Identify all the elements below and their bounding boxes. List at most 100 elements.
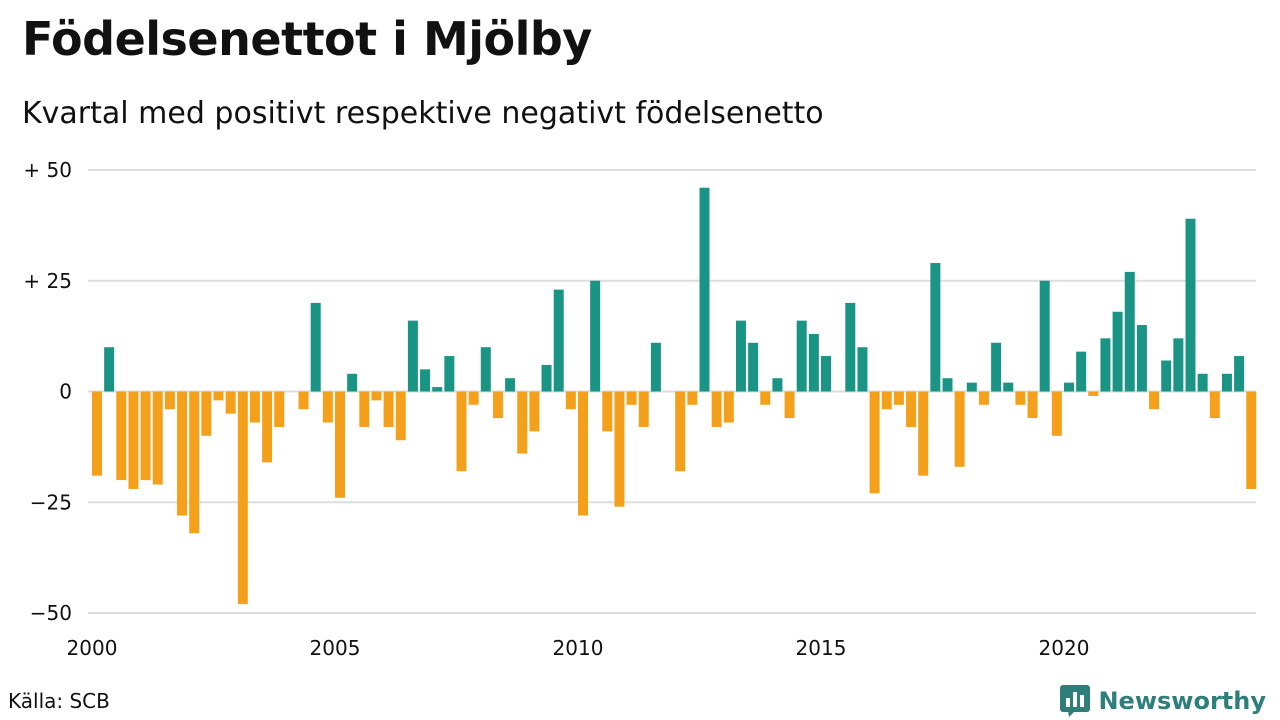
y-tick-label: + 50 xyxy=(23,158,72,182)
bar xyxy=(881,391,892,410)
bar xyxy=(942,378,953,392)
bar xyxy=(918,391,929,476)
bar xyxy=(310,302,321,392)
bar xyxy=(602,391,613,432)
bar xyxy=(553,289,564,392)
bar xyxy=(1209,391,1220,419)
bar xyxy=(760,391,771,405)
chart-subtitle: Kvartal med positivt respektive negativt… xyxy=(22,96,824,131)
bar xyxy=(1161,360,1172,392)
bar xyxy=(1149,391,1160,410)
bar xyxy=(456,391,467,472)
bar xyxy=(407,320,418,392)
y-tick-label: −25 xyxy=(30,490,72,514)
bar xyxy=(541,364,552,392)
bar xyxy=(1234,356,1245,392)
bar xyxy=(590,280,601,392)
bar xyxy=(359,391,370,427)
x-tick-label: 2010 xyxy=(553,636,604,660)
bar xyxy=(906,391,917,427)
bar xyxy=(772,378,783,392)
bar xyxy=(468,391,479,405)
bar xyxy=(978,391,989,405)
y-tick-label: 0 xyxy=(59,380,72,404)
bar xyxy=(164,391,175,410)
brand-name: Newsworthy xyxy=(1098,687,1266,715)
bar xyxy=(857,347,868,392)
bar xyxy=(638,391,649,427)
bar xyxy=(1076,351,1087,392)
bar xyxy=(1051,391,1062,436)
bar xyxy=(893,391,904,405)
bar xyxy=(650,342,661,392)
bar xyxy=(1039,280,1050,392)
bar xyxy=(845,302,856,392)
bar xyxy=(262,391,273,463)
x-tick-label: 2005 xyxy=(310,636,361,660)
bar xyxy=(991,342,1002,392)
bar xyxy=(966,382,977,392)
bar xyxy=(1100,338,1111,392)
bar xyxy=(128,391,139,489)
bar xyxy=(614,391,625,507)
bar xyxy=(723,391,734,423)
bar xyxy=(930,263,941,392)
bar xyxy=(1003,382,1014,392)
bar xyxy=(322,391,333,423)
bar xyxy=(152,391,163,485)
bar xyxy=(189,391,200,534)
bar xyxy=(1124,271,1135,392)
bar xyxy=(201,391,212,436)
bar xyxy=(1064,382,1074,392)
bar xyxy=(1136,325,1147,392)
bar xyxy=(954,391,965,467)
bar xyxy=(116,391,127,481)
bar xyxy=(420,369,431,392)
bar xyxy=(347,373,358,392)
bar xyxy=(1246,391,1257,489)
bar xyxy=(213,391,224,401)
bar xyxy=(748,342,759,392)
bar xyxy=(578,391,588,516)
bar xyxy=(432,387,443,392)
x-tick-label: 2020 xyxy=(1039,636,1090,660)
bar xyxy=(395,391,406,441)
bar xyxy=(869,391,880,494)
bar xyxy=(711,391,722,427)
bar xyxy=(383,391,394,427)
bar xyxy=(821,356,831,392)
bar xyxy=(371,391,382,401)
bar xyxy=(735,320,746,392)
bar xyxy=(529,391,540,432)
bar xyxy=(1185,218,1196,392)
bar xyxy=(177,391,188,516)
bar xyxy=(784,391,795,419)
bar xyxy=(1197,373,1208,392)
bar xyxy=(687,391,698,405)
bar xyxy=(1015,391,1026,405)
bar xyxy=(298,391,309,410)
bar xyxy=(249,391,260,423)
x-tick-label: 2015 xyxy=(796,636,847,660)
bar xyxy=(699,187,710,392)
bar xyxy=(237,391,248,605)
chart-title: Födelsenettot i Mjölby xyxy=(22,12,592,66)
bar xyxy=(565,391,576,410)
bar xyxy=(808,333,819,392)
bar xyxy=(1221,373,1232,392)
brand-logo: Newsworthy xyxy=(1060,684,1266,718)
bar xyxy=(140,391,151,481)
bar xyxy=(796,320,807,392)
bar xyxy=(1173,338,1184,392)
bar-chart: + 50 + 25 0 −25 −50 2000 2005 2010 2015 2020 xyxy=(23,158,1257,660)
bar-chart-speech-bubble-icon xyxy=(1060,685,1091,717)
bar xyxy=(492,391,503,419)
y-tick-label: + 25 xyxy=(23,269,72,293)
bar xyxy=(480,347,491,392)
bar xyxy=(225,391,236,414)
y-tick-label: −50 xyxy=(30,601,72,625)
bar xyxy=(274,391,285,427)
bar xyxy=(675,391,686,472)
bar xyxy=(1088,391,1099,396)
bar xyxy=(517,391,528,454)
